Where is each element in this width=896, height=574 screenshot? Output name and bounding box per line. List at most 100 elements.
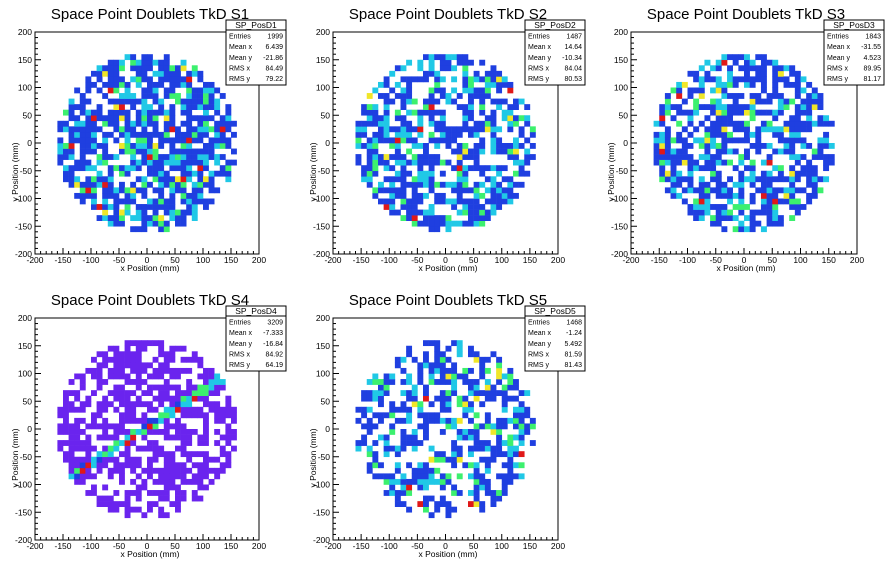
histogram-bin <box>231 412 237 419</box>
histogram-bin <box>715 126 722 133</box>
y-tick-label: 150 <box>18 341 32 351</box>
histogram-bin <box>501 478 508 485</box>
histogram-bin <box>468 429 474 435</box>
histogram-bin <box>507 148 514 155</box>
histogram-bin <box>462 395 469 402</box>
histogram-bin <box>383 440 390 446</box>
histogram-bin <box>163 423 170 430</box>
histogram-bin <box>411 137 418 144</box>
histogram-bin <box>772 59 779 66</box>
histogram-bin <box>439 484 446 491</box>
histogram-bin <box>197 148 204 155</box>
x-tick-label: -200 <box>324 255 341 265</box>
histogram-bin <box>400 137 407 144</box>
histogram-bin <box>383 373 390 380</box>
histogram-bin <box>484 367 491 374</box>
histogram-bin <box>772 148 779 155</box>
histogram-bin <box>389 70 396 77</box>
histogram-bin <box>197 137 204 144</box>
histogram-bin <box>513 148 519 155</box>
histogram-bin <box>186 390 193 396</box>
histogram-bin <box>456 417 463 424</box>
histogram-bin <box>794 87 801 94</box>
histogram-bin <box>152 59 159 66</box>
histogram-bin <box>225 115 232 122</box>
histogram-bin <box>704 137 711 144</box>
histogram-bin <box>468 154 474 160</box>
histogram-bin <box>445 395 452 402</box>
histogram-bin <box>130 406 137 413</box>
histogram-bin <box>693 137 700 144</box>
histogram-bin <box>518 115 525 122</box>
histogram-bin <box>445 220 452 227</box>
histogram-bin <box>439 59 446 66</box>
histogram-bin <box>147 340 153 347</box>
histogram-bin <box>147 148 153 155</box>
histogram-bin <box>378 198 384 205</box>
histogram-bin <box>208 143 215 149</box>
histogram-bin <box>197 181 204 188</box>
histogram-bin <box>366 115 373 122</box>
histogram-bin <box>473 490 480 496</box>
histogram-bin <box>203 87 209 94</box>
histogram-bin <box>400 187 407 194</box>
histogram-bin <box>732 204 739 210</box>
histogram-bin <box>124 54 131 61</box>
histogram-bin <box>135 462 142 469</box>
histogram-bin <box>811 187 818 194</box>
histogram-bin <box>135 379 142 385</box>
stats-row-label: Mean x <box>528 330 551 337</box>
histogram-bin <box>732 81 739 88</box>
histogram-bin <box>744 154 750 160</box>
y-tick-label: -200 <box>15 535 32 545</box>
y-tick-label: -150 <box>15 221 32 231</box>
histogram-bin <box>91 143 97 149</box>
histogram-bin <box>817 176 824 183</box>
histogram-bin <box>727 104 733 110</box>
histogram-bin <box>147 467 153 474</box>
histogram-bin <box>693 87 700 94</box>
histogram-bin <box>102 406 109 413</box>
histogram-bin <box>163 456 170 463</box>
histogram-bin <box>473 484 480 491</box>
histogram-bin <box>434 362 441 369</box>
histogram-bin <box>456 176 463 183</box>
histogram-bin <box>811 181 818 188</box>
histogram-bin <box>63 109 69 116</box>
histogram-bin <box>496 445 503 452</box>
histogram-bin <box>152 501 159 507</box>
histogram-bin <box>484 176 491 183</box>
histogram-bin <box>158 109 165 116</box>
histogram-bin <box>113 198 120 205</box>
histogram-bin <box>772 93 779 99</box>
histogram-bin <box>789 181 796 188</box>
histogram-bin <box>113 204 120 210</box>
histogram-bin <box>180 467 187 474</box>
histogram-bin <box>800 126 807 133</box>
histogram-bin <box>130 379 137 385</box>
histogram-bin <box>203 143 209 149</box>
histogram-bin <box>96 76 103 83</box>
histogram-bin <box>715 209 722 216</box>
histogram-bin <box>828 154 835 160</box>
histogram-bin <box>400 87 407 94</box>
histogram-bin <box>806 181 813 188</box>
histogram-bin <box>681 81 688 88</box>
histogram-bin <box>197 70 204 77</box>
histogram-bin <box>698 65 705 72</box>
histogram-bin <box>715 81 722 88</box>
histogram-bin <box>513 170 519 177</box>
histogram-bin <box>698 215 705 221</box>
histogram-bin <box>383 104 390 110</box>
histogram-bin <box>518 451 525 458</box>
histogram-bin <box>772 192 779 199</box>
histogram-bin <box>203 98 209 105</box>
histogram-bin <box>434 215 441 221</box>
histogram-bin <box>794 209 801 216</box>
histogram-bin <box>79 126 86 133</box>
histogram-bin <box>107 390 114 396</box>
histogram-bin <box>490 198 497 205</box>
histogram-bin <box>180 451 187 458</box>
histogram-bin <box>507 198 514 205</box>
histogram-bin <box>501 187 508 194</box>
